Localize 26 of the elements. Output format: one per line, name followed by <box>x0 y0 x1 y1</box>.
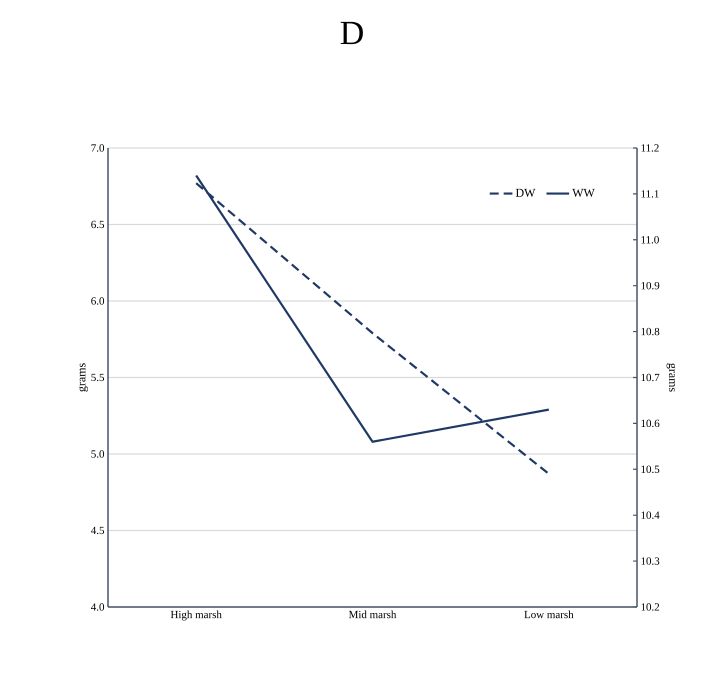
y2-tick-label: 10.9 <box>642 282 660 290</box>
y2-tick-label: 10.5 <box>642 466 660 474</box>
y2-tick-label: 11.2 <box>642 144 659 152</box>
y2-tick-label: 10.6 <box>642 420 660 428</box>
y-tick-label: 5.0 <box>91 450 104 458</box>
y2-tick-label: 10.3 <box>642 557 660 565</box>
legend-label: DW <box>516 188 536 197</box>
y2-tick-label: 11.1 <box>642 190 659 198</box>
y2-tick-label: 11.0 <box>642 236 659 244</box>
x-tick-label: High marsh <box>170 610 222 620</box>
y2-tick-label: 10.2 <box>642 603 660 611</box>
y-tick-label: 6.0 <box>91 297 104 305</box>
y2-tick-label: 10.7 <box>642 374 660 382</box>
y2-tick-label: 10.8 <box>642 328 660 336</box>
y-tick-label: 7.0 <box>92 144 104 152</box>
y-tick-label: 5.5 <box>91 374 104 382</box>
y2-tick-label: 10.4 <box>642 511 660 519</box>
x-tick-label: Mid marsh <box>348 610 396 618</box>
y-axis-title: grams <box>79 363 88 392</box>
x-tick-label: Low marsh <box>524 610 574 618</box>
y2-axis-title: grams <box>666 363 676 392</box>
y-tick-label: 4.5 <box>91 526 104 534</box>
chart-title: D <box>340 22 363 44</box>
y-tick-label: 6.5 <box>91 220 104 228</box>
legend-label: WW <box>572 188 595 197</box>
y-tick-label: 4.0 <box>91 603 104 611</box>
